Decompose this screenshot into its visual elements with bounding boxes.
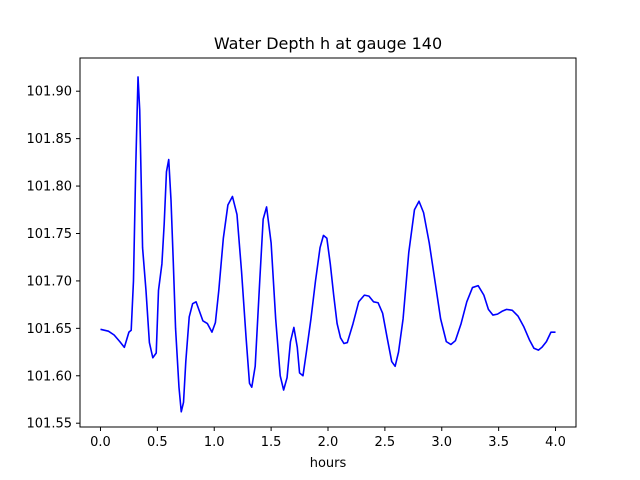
x-tick-label: 3.5 <box>488 435 509 450</box>
x-tick-label: 2.5 <box>375 435 396 450</box>
x-tick-label: 2.0 <box>318 435 339 450</box>
y-tick-label: 101.90 <box>27 85 73 100</box>
x-tick-label: 1.0 <box>204 435 225 450</box>
series-line-0 <box>100 76 556 413</box>
y-tick-label: 101.65 <box>27 322 73 337</box>
y-tick-label: 101.85 <box>27 132 73 147</box>
y-tick-label: 101.70 <box>27 274 73 289</box>
x-tick-label: 4.0 <box>545 435 566 450</box>
y-tick-label: 101.75 <box>27 227 73 242</box>
y-tick-label: 101.80 <box>27 180 73 195</box>
y-tick-label: 101.55 <box>27 417 73 432</box>
x-tick-label: 3.0 <box>431 435 452 450</box>
x-tick-label: 0.0 <box>90 435 111 450</box>
x-axis-label: hours <box>310 456 347 471</box>
y-tick-label: 101.60 <box>27 369 73 384</box>
plot-area: 0.0 0.5 1.0 1.5 2.0 2.5 3.0 3.5 4.0 101.55 101.60 1… <box>27 57 577 450</box>
x-tick-label: 1.5 <box>261 435 282 450</box>
chart-title: Water Depth h at gauge 140 <box>214 34 442 53</box>
x-tick-label: 0.5 <box>147 435 168 450</box>
